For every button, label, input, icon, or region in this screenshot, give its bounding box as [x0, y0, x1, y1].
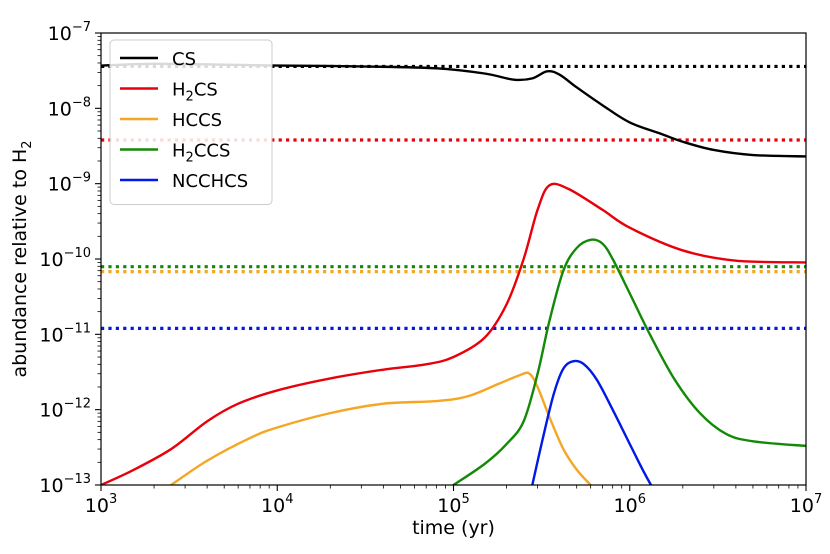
- x-tick-base: 10: [437, 495, 461, 517]
- y-tick-label: 10−13: [39, 472, 91, 497]
- model-line-cs: [101, 62, 806, 158]
- y-tick-exp: −8: [72, 95, 91, 110]
- y-tick-base: 10: [39, 400, 63, 422]
- y-tick-label: 10−7: [48, 20, 91, 45]
- legend-label-ncchcs: NCCHCS: [172, 171, 248, 192]
- model-line-hccs: [169, 371, 592, 485]
- y-tick-exp: −7: [72, 20, 91, 35]
- model-line-h2ccs: [452, 238, 806, 485]
- y-axis-label-group: abundance relative to H2: [9, 140, 35, 377]
- y-tick-base: 10: [48, 23, 72, 45]
- y-axis-label-main: abundance relative to H: [9, 149, 31, 378]
- model-line-ncchcs: [531, 359, 653, 485]
- y-tick-exp: −9: [72, 171, 91, 186]
- x-tick-label: 103: [85, 492, 117, 517]
- legend-label-hccs: HCCS: [172, 110, 222, 131]
- y-tick-exp: −11: [64, 321, 91, 336]
- ticks-layer: 103 104 105 106 10710−1310−1210−1110−1010−91…: [39, 20, 822, 517]
- legend-label-sub: 2: [186, 90, 194, 105]
- y-axis-label-sub: 2: [20, 140, 35, 148]
- y-axis-label: abundance relative to H2: [9, 140, 35, 377]
- x-tick-base: 10: [790, 495, 814, 517]
- legend-label-main: H: [172, 80, 186, 101]
- legend-label-cs: CS: [172, 49, 196, 70]
- y-tick-label: 10−9: [48, 171, 91, 196]
- legend-label-h2ccs: H2CCS: [172, 141, 230, 166]
- x-tick-label: 107: [790, 492, 822, 517]
- legend-label-main: CS: [172, 49, 196, 70]
- x-tick-label: 105: [437, 492, 469, 517]
- x-tick-exp: 5: [461, 492, 469, 507]
- x-tick-exp: 7: [814, 492, 822, 507]
- y-tick-label: 10−12: [39, 397, 91, 422]
- model-line-h2cs: [101, 182, 806, 485]
- x-tick-base: 10: [614, 495, 638, 517]
- x-tick-label: 104: [261, 492, 293, 517]
- y-tick-base: 10: [39, 249, 63, 271]
- y-tick-exp: −13: [64, 472, 91, 487]
- series-layer: [101, 62, 806, 485]
- y-tick-base: 10: [48, 174, 72, 196]
- y-tick-base: 10: [39, 475, 63, 497]
- x-tick-exp: 3: [109, 492, 117, 507]
- x-tick-base: 10: [85, 495, 109, 517]
- legend-label-main: HCCS: [172, 110, 222, 131]
- y-tick-label: 10−11: [39, 321, 91, 346]
- y-tick-label: 10−8: [48, 95, 91, 120]
- x-axis-label: time (yr): [412, 517, 495, 539]
- legend-label-h2cs: H2CS: [172, 80, 218, 105]
- legend-label-main: NCCHCS: [172, 171, 248, 192]
- legend-label-tail: CCS: [194, 141, 231, 162]
- legend-label-main: H: [172, 141, 186, 162]
- y-tick-base: 10: [39, 324, 63, 346]
- x-tick-exp: 4: [285, 492, 293, 507]
- y-tick-base: 10: [48, 98, 72, 120]
- y-tick-exp: −12: [64, 397, 91, 412]
- x-tick-label: 106: [614, 492, 646, 517]
- y-tick-exp: −10: [64, 246, 91, 261]
- legend-label-sub: 2: [186, 151, 194, 166]
- legend-box: [109, 39, 273, 205]
- x-tick-base: 10: [261, 495, 285, 517]
- y-tick-label: 10−10: [39, 246, 91, 271]
- x-tick-exp: 6: [638, 492, 646, 507]
- legend-label-tail: CS: [194, 80, 218, 101]
